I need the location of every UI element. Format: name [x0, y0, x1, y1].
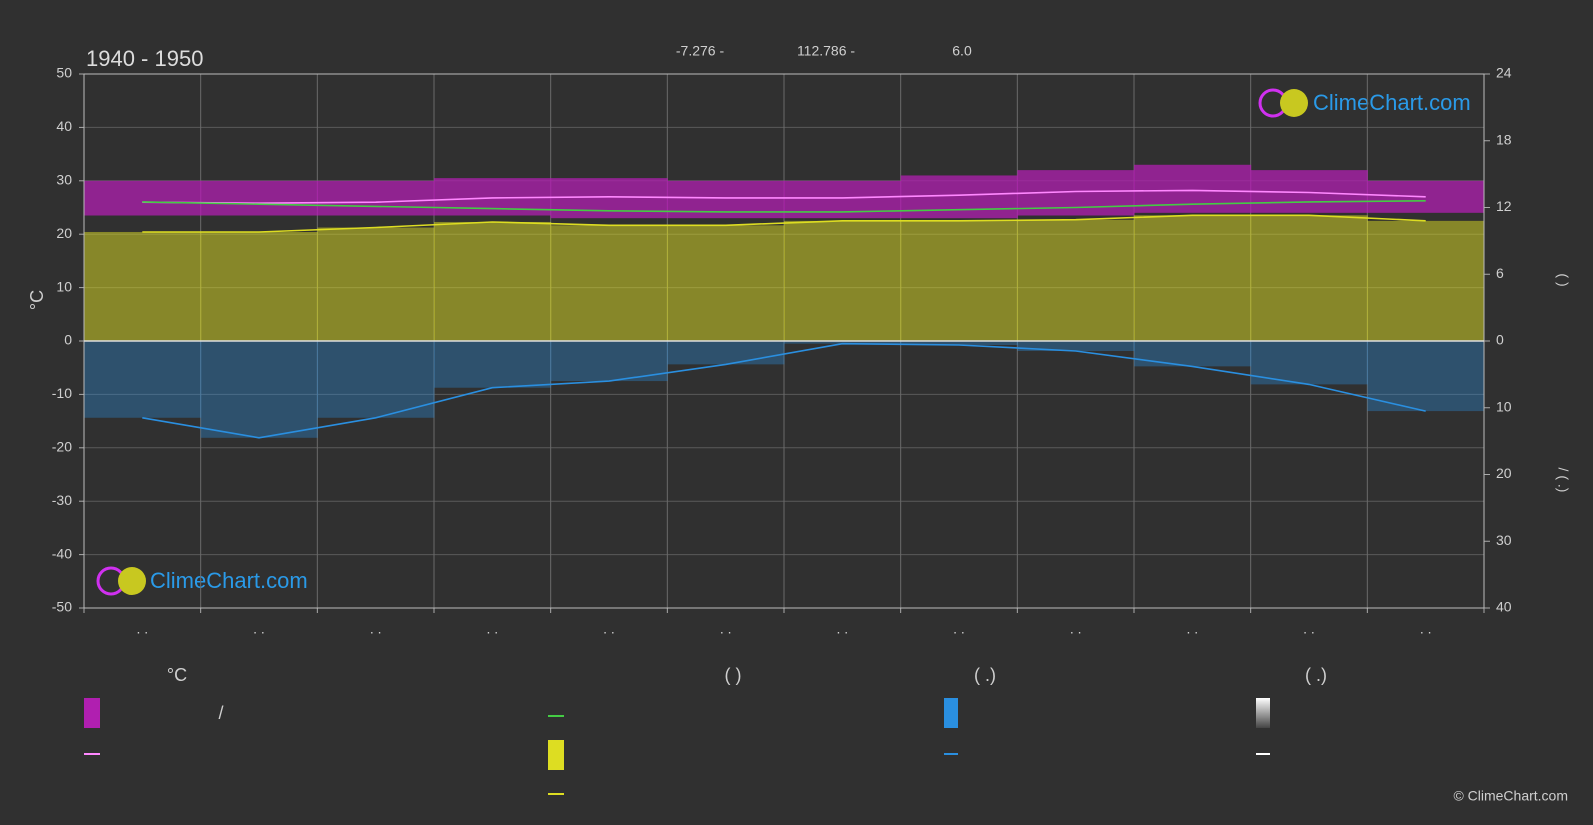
x-tick-label: . .	[1186, 621, 1198, 637]
logo-text: ClimeChart.com	[1313, 90, 1471, 115]
y-tick-label: 0	[64, 332, 72, 348]
x-tick-label: . .	[1303, 621, 1315, 637]
x-tick-label: . .	[1420, 621, 1432, 637]
series-area	[317, 227, 435, 341]
y-tick-label: -40	[52, 545, 72, 561]
series-area	[317, 341, 435, 418]
x-tick-label: . .	[836, 621, 848, 637]
x-tick-label: . .	[720, 621, 732, 637]
temp-range-band	[1367, 180, 1485, 213]
series-line	[142, 200, 1426, 213]
legend-text: /	[218, 703, 223, 723]
series-line	[142, 189, 1426, 205]
x-tick-label: . .	[486, 621, 498, 637]
logo-bottom: ClimeChart.com	[96, 566, 308, 596]
series-area	[434, 341, 552, 388]
series-area	[550, 225, 668, 341]
series-area	[1017, 341, 1135, 352]
y-tick-label: 20	[56, 225, 72, 241]
y3-tick-label: 40	[1496, 599, 1512, 615]
series-area	[1250, 341, 1368, 385]
y3-tick-label: 10	[1496, 398, 1512, 414]
legend-header: °C	[167, 665, 187, 685]
y-tick-label: -20	[52, 439, 72, 455]
series-area	[1367, 220, 1485, 341]
axes: -50 -40 -30 -20 -10 0 10 20 30 40 50 0 6 12 18 24 10 20 30…	[52, 65, 1512, 637]
copyright: © ClimeChart.com	[1453, 788, 1568, 804]
series-line	[142, 214, 1426, 233]
series-area	[84, 341, 202, 418]
legend-header: ( .)	[974, 665, 996, 685]
y3-tick-label: 20	[1496, 465, 1512, 481]
series-area	[200, 231, 318, 341]
y3-tick-label: 30	[1496, 532, 1512, 548]
y2-tick-label: 18	[1496, 131, 1512, 147]
y-tick-label: 50	[56, 65, 72, 81]
series-area	[1250, 215, 1368, 341]
y-tick-label: 40	[56, 118, 72, 134]
x-tick-label: . .	[953, 621, 965, 637]
legend-header: ( )	[725, 665, 742, 685]
series-area	[784, 341, 902, 344]
legend-swatch	[944, 698, 958, 728]
series-area	[550, 341, 668, 382]
series-area	[1134, 215, 1252, 341]
series-area	[200, 341, 318, 438]
legend-swatch	[84, 698, 100, 728]
header-elevation: 6.0	[952, 43, 972, 59]
y-tick-label: 10	[56, 278, 72, 294]
series-area	[667, 225, 785, 341]
x-tick-label: . .	[603, 621, 615, 637]
y2-axis-label: ( )	[1555, 273, 1571, 286]
temp-range-band	[200, 180, 318, 216]
chart-title: 1940 - 1950	[86, 46, 203, 71]
series-area	[1017, 219, 1135, 341]
y3-axis-label: / ( .)	[1555, 468, 1571, 493]
header-latitude: -7.276 -	[676, 43, 725, 59]
series-area	[1134, 341, 1252, 367]
y2-tick-label: 6	[1496, 265, 1504, 281]
legend-swatch	[548, 740, 564, 770]
x-tick-label: . .	[1070, 621, 1082, 637]
y2-tick-label: 12	[1496, 198, 1512, 214]
header-longitude: 112.786 -	[797, 43, 855, 59]
series-area	[84, 231, 202, 341]
series-line	[142, 342, 1426, 439]
y-tick-label: -50	[52, 599, 72, 615]
series-area	[784, 220, 902, 341]
series-area	[667, 341, 785, 365]
temp-range-band	[317, 180, 435, 216]
x-tick-label: . .	[253, 621, 265, 637]
y-axis-label: °C	[27, 290, 47, 310]
y2-tick-label: 0	[1496, 332, 1504, 348]
y2-tick-label: 24	[1496, 65, 1512, 81]
y-tick-label: -10	[52, 385, 72, 401]
logo-sun	[118, 567, 146, 595]
y-tick-label: -30	[52, 492, 72, 508]
series-area	[1367, 341, 1485, 412]
series-area	[900, 341, 1018, 346]
x-tick-label: . .	[370, 621, 382, 637]
series-area	[434, 221, 552, 341]
series-area	[900, 220, 1018, 341]
logo-sun	[1280, 89, 1308, 117]
logo-top: ClimeChart.com	[1258, 88, 1471, 118]
logo-text: ClimeChart.com	[150, 568, 308, 593]
temp-range-band	[84, 180, 202, 216]
x-tick-label: . .	[136, 621, 148, 637]
legend-swatch	[1256, 698, 1270, 728]
y-tick-label: 30	[56, 172, 72, 188]
line-layer	[142, 189, 1426, 439]
legend-header: ( .)	[1305, 665, 1327, 685]
temp-range-band	[550, 178, 668, 219]
